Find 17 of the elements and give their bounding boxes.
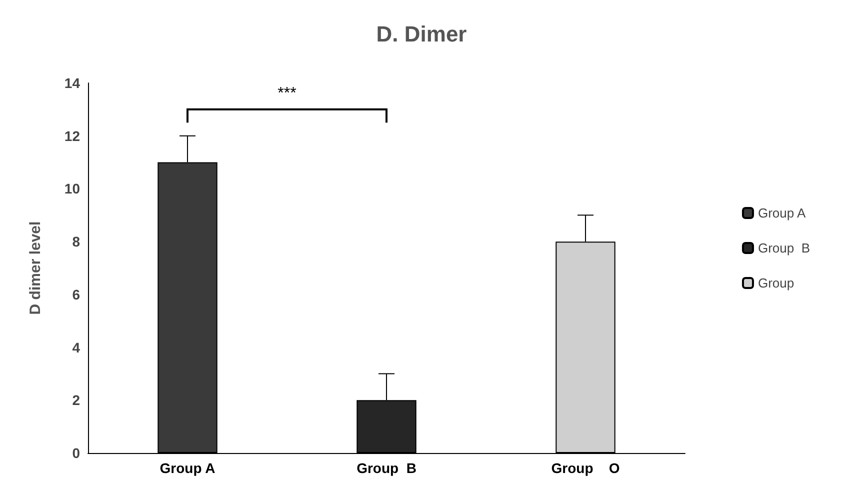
y-tick-label: 2 xyxy=(72,392,80,408)
y-tick-label: 8 xyxy=(72,234,80,250)
y-tick-label: 10 xyxy=(64,180,80,197)
x-tick-label: Group O xyxy=(551,460,620,476)
x-tick-label: Group A xyxy=(160,460,216,476)
y-tick-label: 14 xyxy=(64,75,80,91)
legend-label: Group xyxy=(758,276,794,290)
y-tick-label: 6 xyxy=(72,286,80,302)
y-tick-label: 0 xyxy=(72,445,80,461)
legend-label: Group B xyxy=(758,240,810,256)
y-axis-title: D dimer level xyxy=(27,221,44,315)
y-tick-label: 12 xyxy=(64,128,80,144)
chart-title: D. Dimer xyxy=(376,22,468,46)
x-tick-label: Group B xyxy=(356,460,416,476)
annotation: *** xyxy=(278,84,296,102)
legend-label: Group A xyxy=(758,206,806,220)
y-tick-label: 4 xyxy=(72,339,80,356)
